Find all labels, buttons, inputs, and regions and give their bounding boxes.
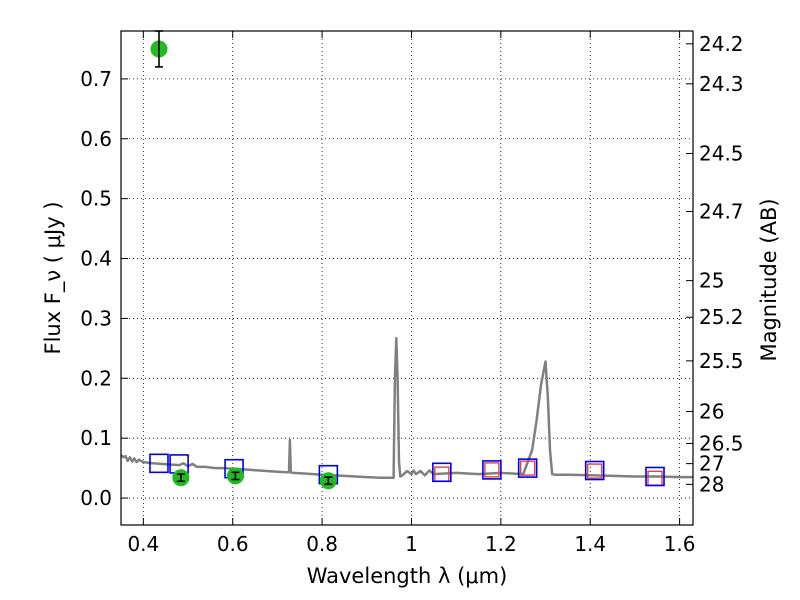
y-tick-label: 0.5 <box>80 187 112 211</box>
y2-tick-label: 24.7 <box>699 199 744 223</box>
predicted-flux-box <box>484 462 500 478</box>
plot-frame <box>120 30 694 526</box>
x-tick-label: 0.8 <box>306 532 338 556</box>
predicted-flux-box <box>586 463 603 479</box>
model-flux-box <box>482 460 502 480</box>
y2-tick-label: 25 <box>699 269 724 293</box>
x-axis-title: Wavelength λ (μm) <box>307 564 508 588</box>
y2-tick-label: 24.3 <box>699 72 744 96</box>
x-tick-label: 0.6 <box>217 532 249 556</box>
x-tick-label: 1.6 <box>664 532 696 556</box>
x-tick-label: 1 <box>405 532 418 556</box>
y2-tick-label: 24.2 <box>699 32 744 56</box>
y2-tick-label: 25.2 <box>699 305 744 329</box>
predicted-flux-box <box>647 470 663 486</box>
y-axis-title: Flux F_ν ( μJy ) <box>41 201 66 354</box>
y-tick-label: 0.4 <box>80 247 112 271</box>
y-tick-label: 0.0 <box>80 486 112 510</box>
series-layer <box>120 30 693 490</box>
y-tick-label: 0.3 <box>80 306 112 330</box>
y2-tick-label: 24.5 <box>699 142 744 166</box>
model-spectrum-line <box>120 336 693 479</box>
y2-tick-label: 25.5 <box>699 349 744 373</box>
grid-lines <box>121 31 693 525</box>
y2-tick-label: 28 <box>699 472 724 496</box>
predicted-flux-box <box>519 460 536 476</box>
model-flux-box <box>432 462 452 483</box>
y2-axis-title: Magnitude (AB) <box>757 198 781 361</box>
x-tick-label: 0.4 <box>127 532 159 556</box>
y2-tick-label: 26.5 <box>699 431 744 455</box>
model-flux-box <box>645 466 665 487</box>
y2-tick-label: 26 <box>699 400 724 424</box>
x-tick-label: 1.2 <box>485 532 517 556</box>
y-tick-label: 0.6 <box>80 127 112 151</box>
model-flux-box <box>584 460 605 481</box>
y-tick-label: 0.1 <box>80 426 112 450</box>
y2-tick-label: 27 <box>699 452 724 476</box>
x-tick-label: 1.4 <box>574 532 606 556</box>
tick-layer: 0.4 0.6 0.8 1 1.2 1.4 1.6 0.0 0.1 0.2 0.3 0.4 0.5 0.6… <box>80 31 744 556</box>
model-flux-box <box>517 458 538 478</box>
model-flux-box <box>149 453 169 474</box>
y-tick-label: 0.7 <box>80 67 112 91</box>
y-tick-label: 0.2 <box>80 366 112 390</box>
